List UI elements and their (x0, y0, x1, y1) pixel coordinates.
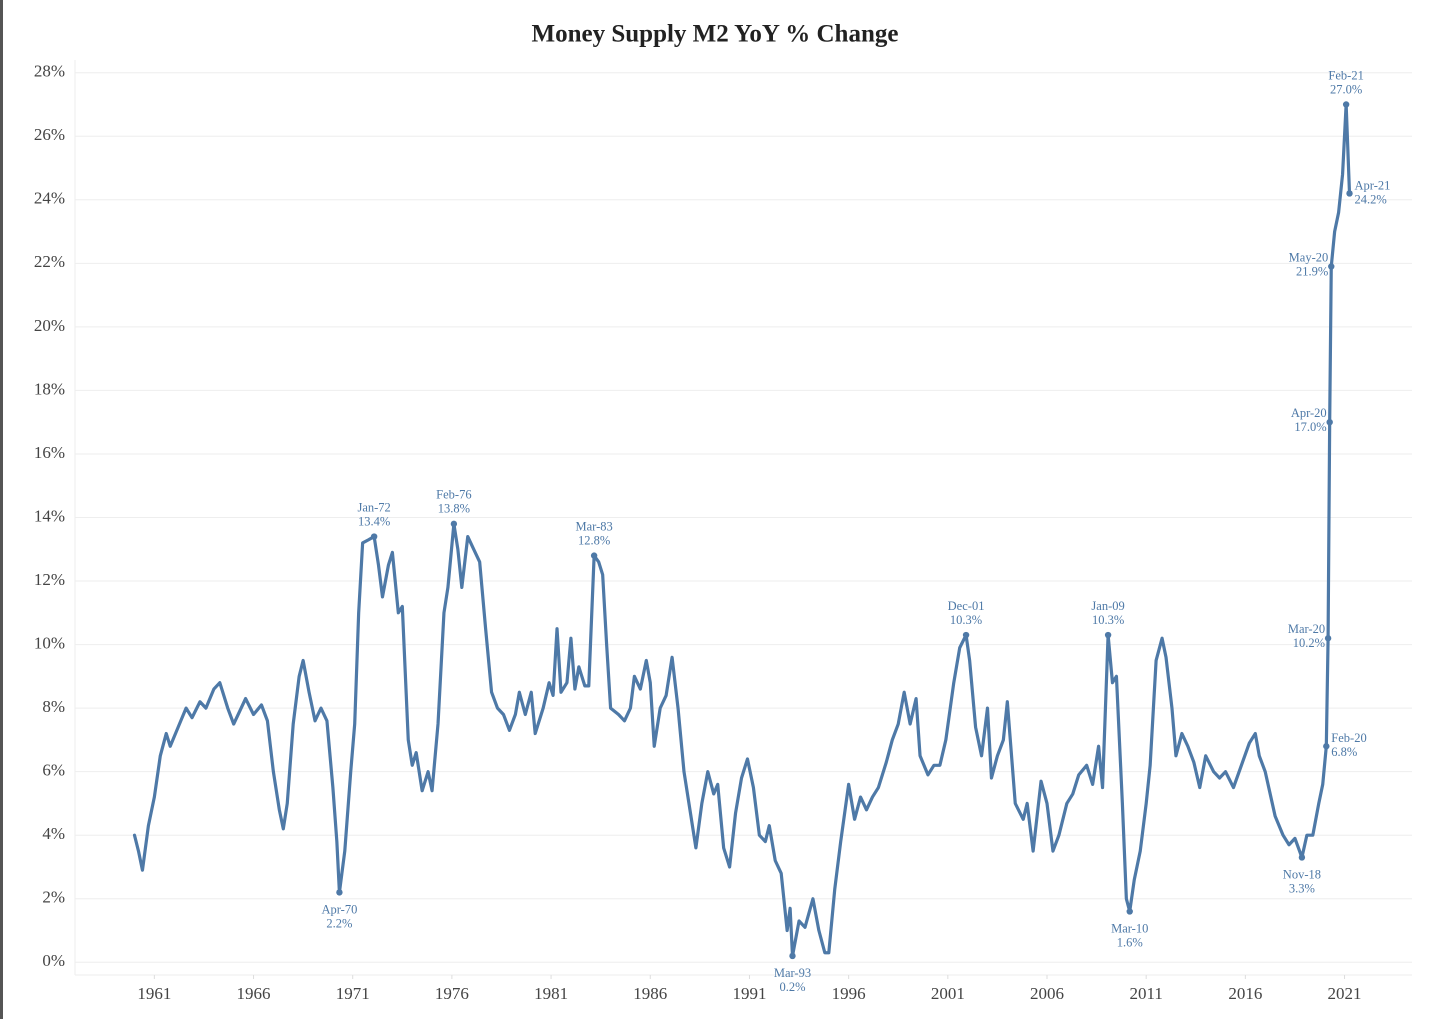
x-tick-label: 2011 (1129, 984, 1162, 1003)
annotation-point (1126, 908, 1133, 915)
x-tick-label: 2006 (1030, 984, 1064, 1003)
y-tick-label: 8% (42, 697, 65, 716)
annotation-point (336, 889, 343, 896)
annotation-value: 1.6% (1117, 935, 1143, 949)
annotation-value: 27.0% (1330, 82, 1362, 96)
annotation-point (1342, 101, 1350, 108)
y-tick-label: 14% (34, 506, 65, 525)
annotation-value: 10.3% (950, 613, 982, 627)
x-tick-label: 1961 (137, 984, 171, 1003)
annotation-date: Feb-20 (1331, 731, 1366, 745)
annotation-point (789, 952, 796, 960)
annotation-value: 10.2% (1293, 636, 1325, 650)
annotation-date: Jan-72 (357, 500, 390, 514)
annotation-date: Feb-76 (436, 488, 471, 502)
annotation-date: May-20 (1289, 250, 1329, 264)
annotation-point (1104, 631, 1112, 639)
y-tick-label: 0% (42, 951, 65, 970)
y-tick-label: 2% (42, 888, 65, 907)
x-tick-label: 1971 (336, 984, 370, 1003)
y-tick-label: 12% (34, 570, 65, 589)
annotation-date: Mar-93 (774, 966, 811, 980)
annotation-value: 6.8% (1331, 745, 1357, 759)
annotation-date: Apr-20 (1291, 406, 1327, 420)
x-tick-label: 2001 (931, 984, 965, 1003)
y-tick-label: 24% (34, 189, 65, 208)
annotation-value: 24.2% (1355, 192, 1387, 206)
annotation-value: 3.3% (1289, 881, 1315, 895)
left-edge (0, 0, 3, 1019)
y-tick-label: 26% (34, 125, 65, 144)
annotation-value: 2.2% (326, 916, 352, 930)
annotation-value: 10.3% (1092, 613, 1124, 627)
x-tick-label: 2021 (1328, 984, 1362, 1003)
annotation-point (370, 533, 378, 540)
x-tick-label: 1981 (534, 984, 568, 1003)
annotation-date: Feb-21 (1328, 68, 1363, 82)
annotation-point (1346, 190, 1353, 197)
annotation-date: Mar-10 (1111, 921, 1148, 935)
annotation-point (1328, 263, 1335, 270)
annotation-point (450, 520, 458, 528)
y-tick-label: 28% (34, 62, 65, 81)
annotation-date: Mar-83 (576, 520, 613, 534)
annotation-point (590, 552, 598, 559)
annotation-date: Mar-20 (1288, 622, 1325, 636)
y-tick-label: 22% (34, 252, 65, 271)
annotation-value: 17.0% (1294, 420, 1326, 434)
y-tick-label: 16% (34, 443, 65, 462)
annotation-point (1326, 418, 1333, 426)
annotation-value: 13.4% (358, 514, 390, 528)
annotation-value: 12.8% (578, 534, 610, 548)
annotation-point (1324, 635, 1332, 642)
y-tick-label: 6% (42, 761, 65, 780)
annotation-date: Dec-01 (948, 599, 985, 613)
y-tick-label: 4% (42, 824, 65, 843)
x-tick-label: 1966 (237, 984, 271, 1003)
annotation-value: 21.9% (1296, 264, 1328, 278)
x-tick-label: 1976 (435, 984, 469, 1003)
annotation-date: Apr-70 (321, 902, 357, 916)
annotation-point (1298, 854, 1306, 861)
y-tick-label: 10% (34, 633, 65, 652)
annotation-point (1323, 743, 1330, 750)
x-tick-label: 1991 (732, 984, 766, 1003)
annotation-date: Jan-09 (1091, 599, 1124, 613)
chart-title: Money Supply M2 YoY % Change (532, 21, 899, 48)
x-tick-label: 1986 (633, 984, 667, 1003)
y-tick-label: 18% (34, 379, 65, 398)
annotation-point (962, 631, 970, 639)
annotation-date: Apr-21 (1355, 178, 1391, 192)
line-series (132, 102, 1352, 958)
y-tick-label: 20% (34, 316, 65, 335)
annotation-date: Nov-18 (1283, 867, 1321, 881)
annotation-value: 13.8% (438, 502, 470, 516)
x-tick-label: 1996 (832, 984, 866, 1003)
x-tick-label: 2016 (1228, 984, 1262, 1003)
annotation-value: 0.2% (779, 980, 805, 994)
